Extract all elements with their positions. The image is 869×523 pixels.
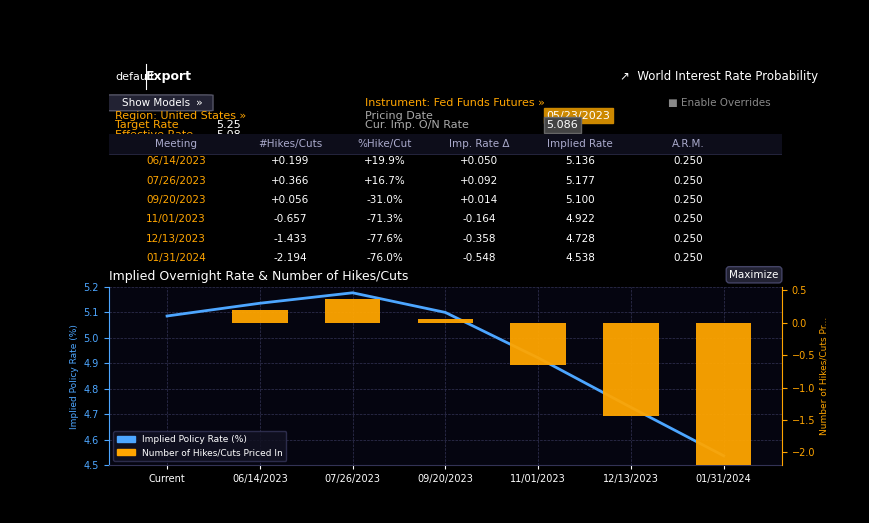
FancyBboxPatch shape <box>105 95 213 111</box>
Text: »: » <box>196 98 203 108</box>
Text: 0.250: 0.250 <box>673 214 703 224</box>
Bar <box>510 323 566 365</box>
Text: 5.25: 5.25 <box>216 120 241 130</box>
Text: 4.922: 4.922 <box>565 214 595 224</box>
Text: default: default <box>116 72 155 82</box>
Bar <box>325 299 381 323</box>
Text: 5.136: 5.136 <box>565 156 595 166</box>
Bar <box>417 319 474 323</box>
Text: Pricing Date: Pricing Date <box>365 110 433 120</box>
Text: Imp. Rate Δ: Imp. Rate Δ <box>448 139 509 149</box>
Text: #Hikes/Cuts: #Hikes/Cuts <box>258 139 322 149</box>
Text: -2.194: -2.194 <box>274 253 308 263</box>
Text: 01/31/2024: 01/31/2024 <box>146 253 206 263</box>
Bar <box>232 310 288 323</box>
Bar <box>696 323 752 465</box>
Text: 5.100: 5.100 <box>565 195 595 205</box>
Text: +16.7%: +16.7% <box>364 176 406 186</box>
Text: Effective Rate: Effective Rate <box>116 130 194 140</box>
Text: 0.250: 0.250 <box>673 156 703 166</box>
Text: %Hike/Cut: %Hike/Cut <box>357 139 412 149</box>
Text: 11/01/2023: 11/01/2023 <box>146 214 206 224</box>
FancyBboxPatch shape <box>109 134 782 154</box>
Text: Meeting: Meeting <box>155 139 197 149</box>
Text: Maximize: Maximize <box>729 270 779 280</box>
Text: -0.164: -0.164 <box>462 214 496 224</box>
Text: 5.177: 5.177 <box>565 176 595 186</box>
Text: Implied Rate: Implied Rate <box>547 139 613 149</box>
Text: 05/23/2023: 05/23/2023 <box>547 110 610 120</box>
Text: 0.250: 0.250 <box>673 233 703 244</box>
Text: Implied Overnight Rate & Number of Hikes/Cuts: Implied Overnight Rate & Number of Hikes… <box>109 270 408 283</box>
Text: 4.728: 4.728 <box>565 233 595 244</box>
Text: +0.014: +0.014 <box>460 195 498 205</box>
Text: +0.199: +0.199 <box>271 156 309 166</box>
Text: +0.050: +0.050 <box>460 156 498 166</box>
Text: +0.092: +0.092 <box>460 176 498 186</box>
Text: +0.366: +0.366 <box>271 176 309 186</box>
Text: Show Models: Show Models <box>122 98 190 108</box>
Text: Instrument: Fed Funds Futures »: Instrument: Fed Funds Futures » <box>365 98 544 108</box>
Text: 06/14/2023: 06/14/2023 <box>146 156 206 166</box>
Text: -77.6%: -77.6% <box>367 233 403 244</box>
Text: Region: United States »: Region: United States » <box>116 110 247 120</box>
Text: +19.9%: +19.9% <box>364 156 406 166</box>
Text: ■ Enable Overrides: ■ Enable Overrides <box>667 98 770 108</box>
Text: 09/20/2023: 09/20/2023 <box>146 195 206 205</box>
Text: -71.3%: -71.3% <box>367 214 403 224</box>
Text: Target Rate: Target Rate <box>116 120 179 130</box>
Text: 07/26/2023: 07/26/2023 <box>146 176 206 186</box>
Text: Cur. Imp. O/N Rate: Cur. Imp. O/N Rate <box>365 120 468 130</box>
Y-axis label: Implied Policy Rate (%): Implied Policy Rate (%) <box>70 324 79 429</box>
Text: -0.358: -0.358 <box>462 233 496 244</box>
Text: -31.0%: -31.0% <box>367 195 403 205</box>
Text: Export: Export <box>146 70 192 83</box>
Text: 0.250: 0.250 <box>673 253 703 263</box>
Text: -1.433: -1.433 <box>274 233 308 244</box>
Text: 0.250: 0.250 <box>673 176 703 186</box>
Text: A.R.M.: A.R.M. <box>672 139 704 149</box>
Y-axis label: Number of Hikes/Cuts Pr...: Number of Hikes/Cuts Pr... <box>819 317 828 435</box>
Text: +0.056: +0.056 <box>271 195 309 205</box>
Text: 12/13/2023: 12/13/2023 <box>146 233 206 244</box>
Text: 5.08: 5.08 <box>216 130 241 140</box>
Text: -0.548: -0.548 <box>462 253 496 263</box>
Text: -0.657: -0.657 <box>274 214 308 224</box>
Text: 5.086: 5.086 <box>547 120 578 130</box>
Bar <box>603 323 659 416</box>
Text: -76.0%: -76.0% <box>367 253 403 263</box>
Text: ↗  World Interest Rate Probability: ↗ World Interest Rate Probability <box>620 70 819 83</box>
Text: 4.538: 4.538 <box>565 253 595 263</box>
Legend: Implied Policy Rate (%), Number of Hikes/Cuts Priced In: Implied Policy Rate (%), Number of Hikes… <box>113 431 287 461</box>
Text: 0.250: 0.250 <box>673 195 703 205</box>
